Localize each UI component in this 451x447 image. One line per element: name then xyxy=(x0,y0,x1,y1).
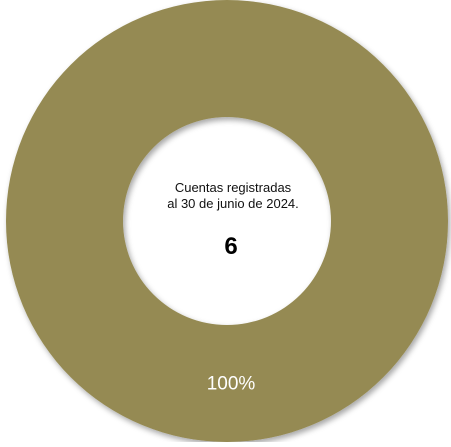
slices-layer xyxy=(6,0,448,442)
donut-slice xyxy=(6,0,448,442)
center-total-value: 6 xyxy=(224,233,237,260)
center-caption-line-1: Cuentas registradas xyxy=(175,180,292,195)
center-caption-line-2: al 30 de junio de 2024. xyxy=(167,196,299,211)
slice-percent-label: 100% xyxy=(207,374,256,395)
labels-layer: 100% xyxy=(207,374,256,395)
